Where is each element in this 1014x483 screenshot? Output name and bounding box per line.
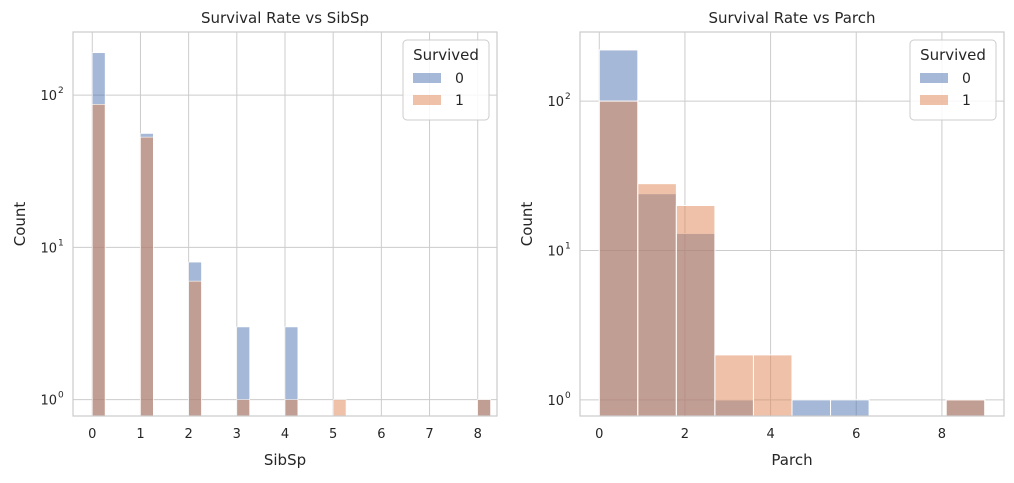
y-tick-label: 10 0 <box>547 391 571 409</box>
y-tick-base: 10 <box>40 394 57 409</box>
y-axis-label: Count <box>518 202 536 247</box>
bar-survived-1 <box>675 205 716 417</box>
y-tick-exponent: 2 <box>58 86 64 96</box>
y-tick-exponent: 1 <box>58 238 64 248</box>
y-tick-base: 10 <box>40 241 57 256</box>
bar-survived-1 <box>236 399 250 417</box>
x-tick-label: 2 <box>681 427 689 442</box>
x-axis-label: SibSp <box>264 451 306 469</box>
bar-survived-0 <box>830 399 870 417</box>
bar-survived-1 <box>477 399 491 417</box>
chart-title: Survival Rate vs Parch <box>708 9 875 27</box>
legend-entry-0: 0 <box>962 71 971 87</box>
y-tick-label: 10 0 <box>40 391 64 409</box>
x-tick-label: 6 <box>852 427 860 442</box>
x-tick-label: 4 <box>766 427 774 442</box>
x-tick-label: 0 <box>88 427 96 442</box>
bar-survived-1 <box>752 354 793 417</box>
legend-swatch-1 <box>920 95 948 105</box>
y-tick-label: 10 1 <box>40 238 63 256</box>
legend-title: Survived <box>413 46 479 64</box>
y-tick-base: 10 <box>547 95 564 110</box>
x-tick-label: 2 <box>184 427 192 442</box>
bar-survived-1 <box>188 280 202 417</box>
legend-swatch-1 <box>413 95 441 105</box>
bar-survived-1 <box>284 399 299 417</box>
y-tick-exponent: 1 <box>565 241 571 251</box>
x-tick-label: 0 <box>595 427 603 442</box>
bar-survived-1 <box>945 399 986 417</box>
y-tick-base: 10 <box>547 244 564 259</box>
x-tick-label: 3 <box>233 427 241 442</box>
bar-survived-1 <box>91 104 106 417</box>
y-tick-label: 10 2 <box>40 86 63 104</box>
y-axis-label: Count <box>11 202 29 247</box>
x-tick-label: 1 <box>136 427 144 442</box>
axes-frame <box>579 31 1005 417</box>
y-tick-exponent: 0 <box>565 391 571 401</box>
bar-survived-1 <box>140 136 154 417</box>
x-tick-label: 5 <box>329 427 337 442</box>
y-tick-label: 10 1 <box>547 241 570 259</box>
legend: Survived 0 1 <box>402 39 490 121</box>
axes-frame <box>72 31 498 417</box>
legend-swatch-0 <box>413 73 441 83</box>
legend-title: Survived <box>920 46 986 64</box>
y-tick-base: 10 <box>547 394 564 409</box>
bar-survived-1 <box>598 100 639 417</box>
legend-entry-1: 1 <box>455 93 464 109</box>
y-tick-exponent: 2 <box>565 92 571 102</box>
bar-survived-1 <box>637 183 677 417</box>
x-tick-label: 8 <box>474 427 482 442</box>
y-tick-exponent: 0 <box>58 391 64 401</box>
y-tick-base: 10 <box>40 89 57 104</box>
legend: Survived 0 1 <box>909 39 997 121</box>
chart-title: Survival Rate vs SibSp <box>201 9 369 27</box>
x-tick-label: 8 <box>938 427 946 442</box>
bar-survived-1 <box>332 399 347 417</box>
x-tick-label: 6 <box>377 427 385 442</box>
legend-entry-1: 1 <box>962 93 971 109</box>
x-axis-label: Parch <box>771 451 812 469</box>
legend-swatch-0 <box>920 73 948 83</box>
y-tick-label: 10 2 <box>547 92 570 110</box>
x-tick-label: 7 <box>425 427 433 442</box>
x-tick-label: 4 <box>281 427 289 442</box>
bar-survived-1 <box>714 354 754 417</box>
legend-entry-0: 0 <box>455 71 464 87</box>
bar-survived-0 <box>791 399 832 417</box>
